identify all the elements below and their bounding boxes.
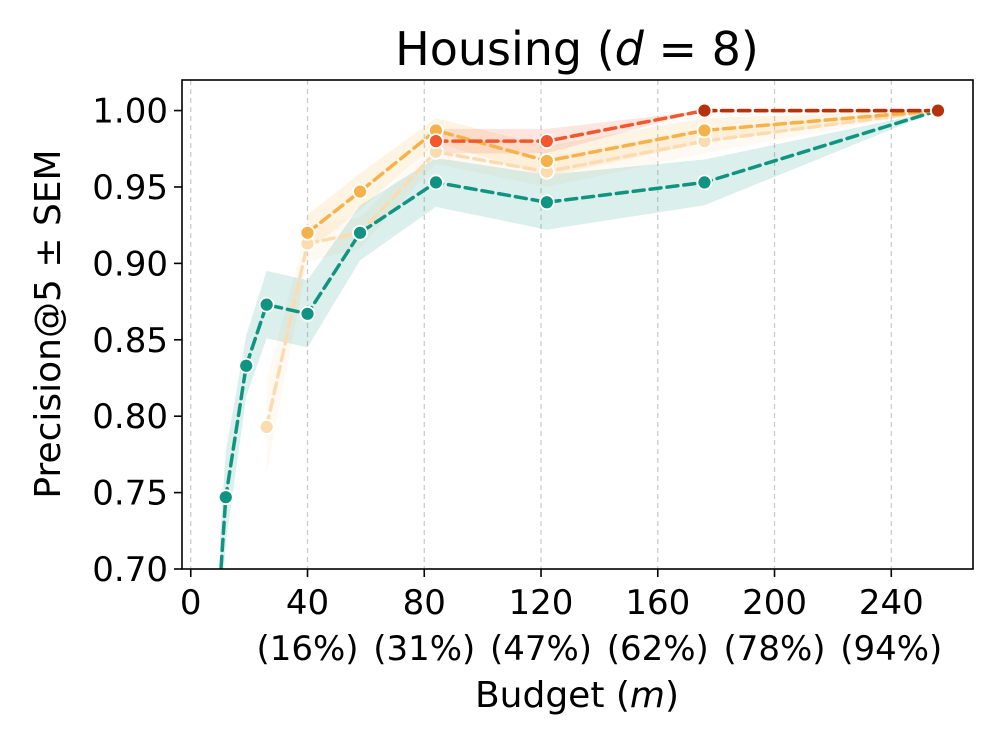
series-orange-line: [305, 108, 940, 235]
series-orange-point-0: [299, 224, 316, 241]
y-axis-ticks: 0.70 0.75 0.80 0.85 0.90 0.95 1.00: [92, 92, 182, 590]
x-tick-pct-label-3: (47%): [490, 629, 592, 669]
x-tick-label-1: 40: [286, 583, 329, 623]
x-tick-label-3: 120: [509, 583, 574, 623]
series-red-point-1: [538, 133, 555, 150]
series-teal-point-0: [213, 577, 227, 591]
series-teal-point-6: [428, 174, 444, 191]
series-teal-point-5: [352, 224, 368, 241]
series-teal-point-2: [238, 357, 255, 374]
series-teal-point-8: [696, 174, 713, 191]
series-red-line: [434, 108, 940, 143]
y-tick-label-2: 0.80: [92, 397, 168, 437]
series-peach-point-0: [258, 418, 275, 435]
series-orange-point-3: [538, 153, 555, 169]
x-tick-label-2: 80: [403, 583, 446, 623]
x-tick-pct-label-1: (16%): [256, 629, 358, 669]
plot-frame: [181, 79, 974, 570]
x-tick-pct-label-4: (62%): [607, 629, 709, 669]
y-axis-label: Precision@5 ± SEM: [28, 149, 69, 498]
series-darkred-point-1: [930, 102, 946, 119]
y-tick-label-5: 0.95: [92, 168, 168, 208]
x-tick-label-4: 160: [625, 583, 690, 623]
x-tick-pct-label-5: (78%): [723, 629, 825, 669]
x-tick-pct-label-2: (31%): [373, 629, 475, 669]
series-peach-band: [266, 110, 938, 473]
y-tick-label-6: 1.00: [92, 92, 168, 132]
x-axis-label: Budget (m): [475, 675, 679, 716]
series-teal-point-7: [538, 194, 555, 211]
series-teal-point-4: [299, 305, 316, 322]
series-red-band: [435, 110, 938, 154]
y-tick-label-3: 0.85: [92, 321, 168, 361]
x-tick-label-0: 0: [180, 583, 202, 623]
series-orange-point-4: [696, 122, 713, 139]
y-tick-label-4: 0.90: [92, 244, 168, 284]
x-tick-pct-label-6: (94%): [840, 629, 942, 669]
series-orange-band: [307, 110, 938, 252]
series-teal-point-1: [217, 489, 234, 506]
chart-title: Housing (d = 8): [395, 22, 759, 76]
series-teal-point-3: [258, 296, 275, 313]
series-markers: [213, 102, 946, 591]
series-red-point-0: [428, 133, 444, 150]
x-tick-label-5: 200: [742, 583, 807, 623]
x-tick-label-6: 240: [859, 583, 924, 623]
x-axis-ticks: 0 40 (16%) 80 (31%) 120 (47%) 160 (62%) 200 (78%) 2…: [180, 569, 942, 669]
y-tick-label-1: 0.75: [92, 474, 168, 514]
series-orange-point-1: [352, 183, 368, 200]
series-teal-line: [219, 108, 940, 569]
y-tick-label-0: 0.70: [92, 550, 168, 590]
sem-bands: [219, 110, 938, 569]
series-darkred-point-0: [696, 102, 713, 119]
series-teal-band: [219, 110, 938, 569]
